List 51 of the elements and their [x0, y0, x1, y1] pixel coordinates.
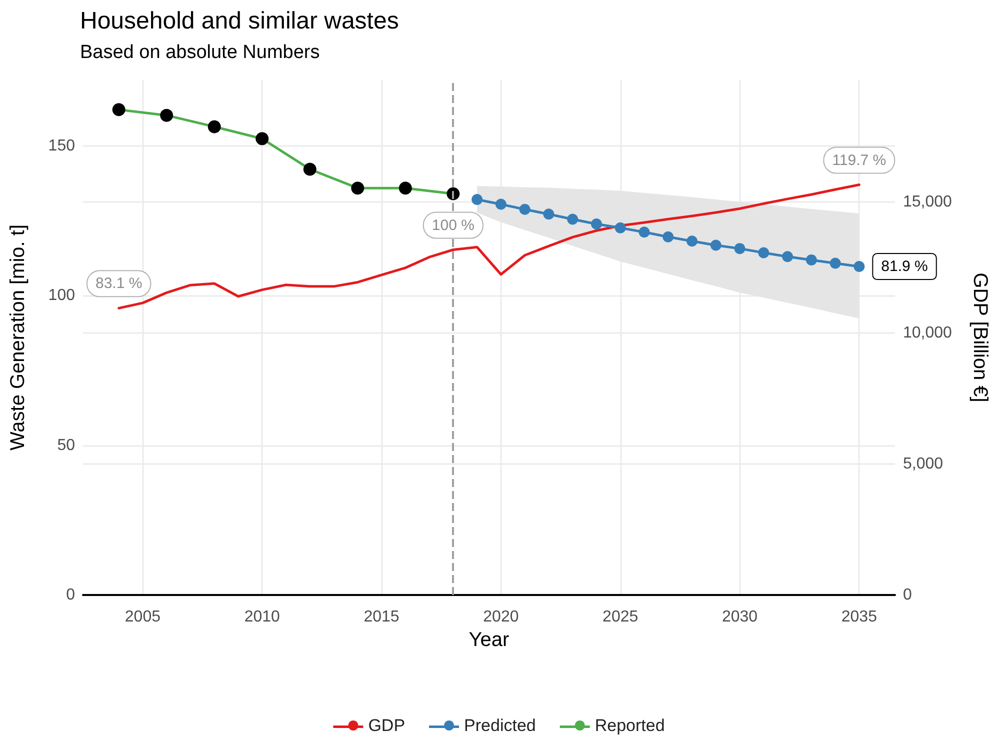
- point: [543, 208, 554, 220]
- point: [567, 214, 578, 225]
- y2-tick-label: 15,000: [903, 194, 952, 211]
- x-tick-label: 2030: [722, 608, 758, 626]
- x-tick-label: 2005: [124, 608, 161, 626]
- x-axis-title: Year: [468, 628, 510, 651]
- y2-tick-label: 5,000: [903, 456, 944, 473]
- point: [472, 194, 483, 205]
- point: [398, 182, 412, 195]
- point: [734, 243, 746, 254]
- point: [782, 251, 794, 262]
- point: [710, 240, 722, 251]
- annotation: 100 %: [432, 216, 474, 234]
- point: [614, 222, 626, 234]
- point: [495, 198, 506, 210]
- y-tick-label: 0: [66, 586, 76, 604]
- y-axis-title: Waste Generation [mio. t]: [7, 224, 29, 451]
- point: [686, 236, 698, 247]
- point: [519, 204, 530, 215]
- point: [112, 103, 126, 116]
- point: [590, 218, 602, 230]
- y2-axis-title: GDP [Billion €]: [969, 272, 991, 402]
- y2-tick-label: 0: [903, 586, 912, 604]
- legend-label: GDP: [368, 716, 406, 735]
- legend-label: Predicted: [464, 716, 536, 735]
- x-tick-label: 2010: [244, 608, 280, 626]
- annotation: 83.1 %: [95, 275, 142, 292]
- annotation: 81.9 %: [881, 258, 928, 276]
- point: [830, 258, 841, 269]
- y-tick-label: 150: [48, 137, 76, 154]
- point: [160, 108, 174, 122]
- point: [256, 132, 269, 146]
- point: [208, 120, 221, 134]
- y-tick-label: 50: [57, 436, 76, 454]
- annotation: 119.7 %: [832, 152, 886, 169]
- point: [758, 247, 770, 258]
- point: [806, 254, 817, 266]
- chart-subtitle: Based on absolute Numbers: [80, 42, 320, 63]
- x-tick-label: 2025: [602, 608, 638, 626]
- chart-title: Household and similar wastes: [80, 8, 399, 34]
- x-tick-label: 2020: [483, 608, 519, 626]
- point: [638, 226, 650, 238]
- y-tick-label: 100: [48, 287, 76, 304]
- point: [854, 261, 865, 272]
- legend-label: Reported: [594, 716, 665, 735]
- point: [662, 231, 674, 242]
- x-tick-label: 2015: [364, 608, 400, 626]
- point: [303, 162, 316, 176]
- x-tick-label: 2035: [841, 608, 878, 626]
- y2-tick-label: 10,000: [903, 324, 952, 342]
- point: [351, 182, 364, 195]
